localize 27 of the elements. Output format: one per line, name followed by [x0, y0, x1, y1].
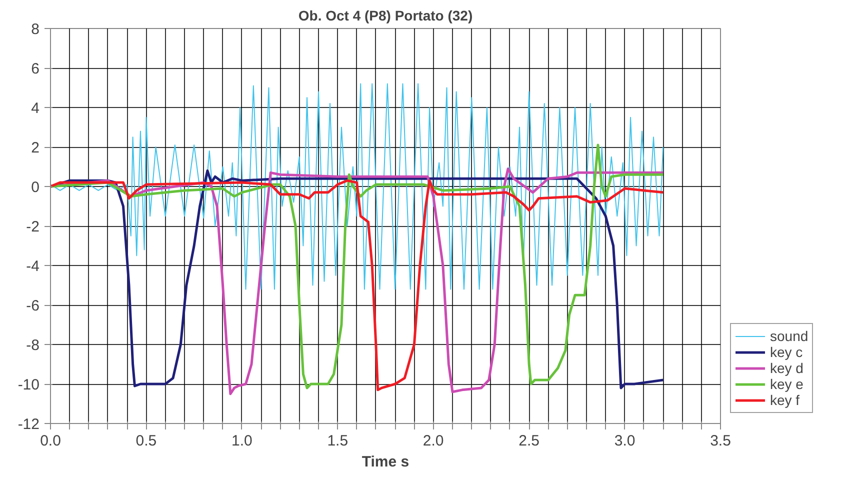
x-tick-label: 0.5: [136, 432, 157, 450]
x-tick-label: 2.5: [518, 432, 540, 450]
x-tick-label: 0.0: [40, 432, 61, 450]
y-tick-label: 4: [31, 100, 40, 117]
x-tick-label: 3.5: [710, 432, 731, 450]
y-tick-label: 6: [31, 60, 40, 78]
x-tick-label: 1.0: [232, 432, 252, 450]
chart-title: Ob. Oct 4 (P8) Portato (32): [298, 8, 473, 24]
y-tick-label: 8: [31, 21, 40, 38]
x-tick-label: 3.0: [614, 432, 636, 450]
y-tick-label: -4: [26, 258, 40, 275]
legend-label: key f: [770, 392, 800, 408]
x-axis-title: Time s: [362, 454, 410, 470]
line-series: [50, 83, 664, 290]
y-tick-label: -8: [26, 337, 40, 354]
y-tick-label: 0: [31, 179, 40, 196]
y-tick-label: 2: [31, 140, 40, 156]
legend-label: key e: [770, 376, 804, 392]
legend-label: sound: [770, 328, 808, 344]
legend-label: key d: [770, 360, 804, 376]
x-tick-label: 2.0: [422, 432, 444, 450]
legend-label: key c: [770, 344, 803, 360]
x-tick-label: 1.5: [327, 432, 348, 450]
y-tick-label: -6: [26, 298, 40, 314]
y-tick-label: -12: [18, 416, 40, 433]
y-tick-label: -10: [18, 376, 40, 394]
y-tick-label: -2: [26, 218, 40, 236]
